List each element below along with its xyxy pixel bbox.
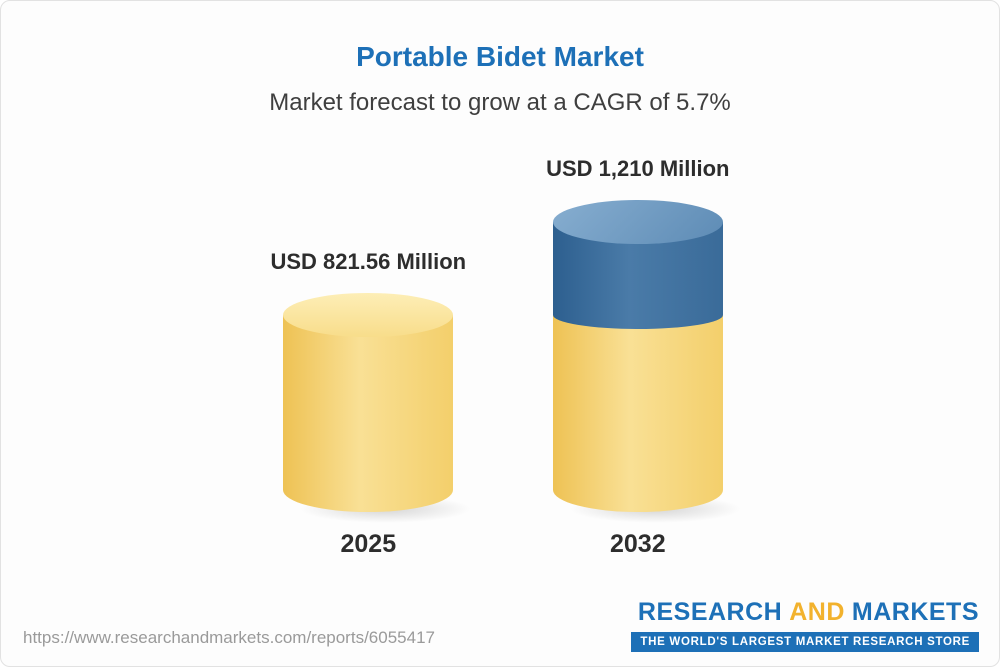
cylinder-2032 — [552, 200, 748, 524]
page-subtitle: Market forecast to grow at a CAGR of 5.7… — [269, 89, 731, 116]
year-label-2025: 2025 — [340, 530, 397, 558]
year-label-2032: 2032 — [609, 530, 666, 558]
cylinder-cap-2025 — [283, 293, 454, 338]
brand-tagline: THE WORLD'S LARGEST MARKET RESEARCH STOR… — [631, 632, 979, 652]
page-title: Portable Bidet Market — [356, 41, 644, 72]
brand-logo: RESEARCH AND MARKETS THE WORLD'S LARGEST M… — [631, 598, 979, 652]
bar-chart: USD 821.56 Million 2025 USD 1,210 Millio… — [1, 156, 999, 559]
brand-word-markets: MARKETS — [851, 598, 979, 626]
cylinder-cap-2032 — [552, 200, 723, 244]
bar-group-2025: USD 821.56 Million 2025 — [270, 249, 479, 559]
brand-wordmark: RESEARCH AND MARKETS — [631, 598, 979, 627]
value-label-2032: USD 1,210 Million — [546, 156, 730, 181]
cylinder-body-2025 — [283, 315, 454, 512]
cylinder-2025 — [283, 293, 479, 524]
base-segment-2032 — [552, 315, 723, 512]
report-url: https://www.researchandmarkets.com/repor… — [23, 628, 435, 647]
bar-group-2032: USD 1,210 Million 2032 — [546, 156, 748, 559]
brand-word-and: AND — [789, 598, 845, 626]
brand-word-research: RESEARCH — [637, 598, 783, 626]
value-label-2025: USD 821.56 Million — [270, 249, 467, 275]
